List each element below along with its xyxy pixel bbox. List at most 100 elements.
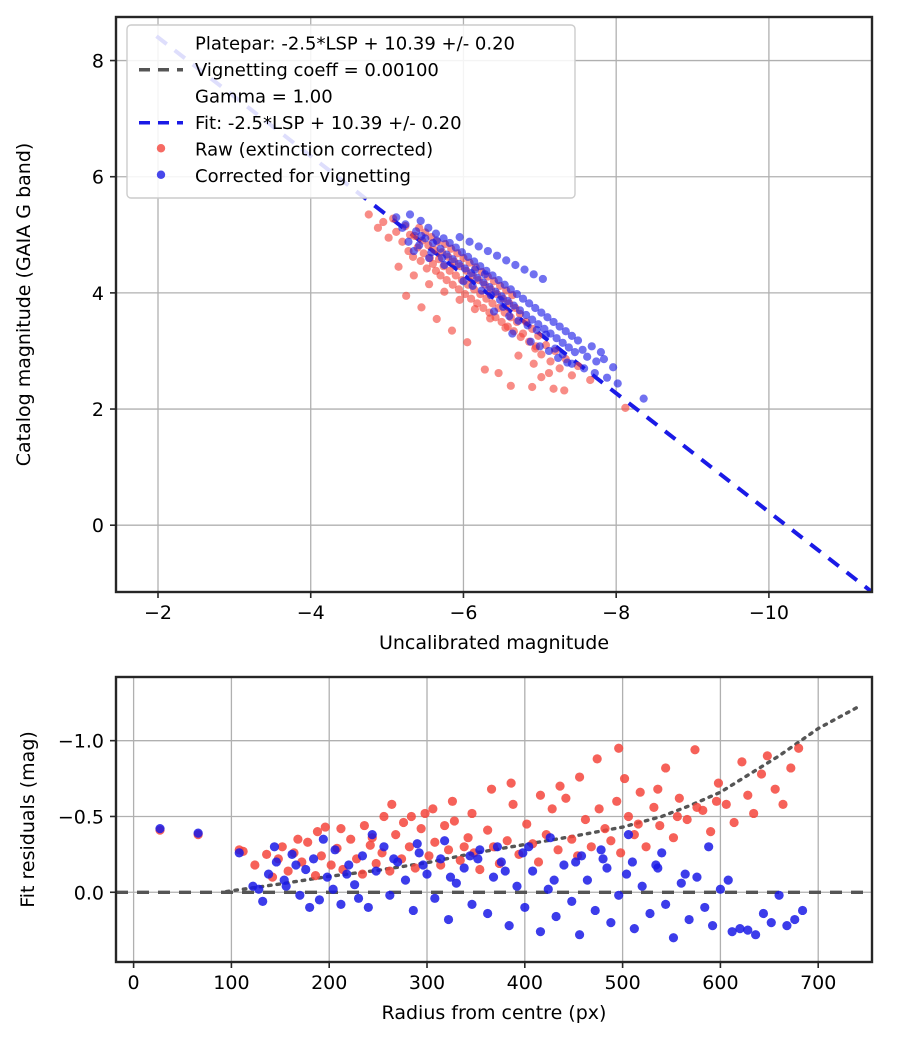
scatter-point: [440, 836, 450, 846]
scatter-point: [544, 368, 554, 378]
scatter-point: [526, 337, 535, 346]
scatter-point: [448, 280, 457, 289]
scatter-point: [518, 294, 528, 303]
scatter-point: [564, 343, 573, 352]
scatter-point: [460, 264, 470, 273]
legend: Platepar: -2.5*LSP + 10.39 +/- 0.20 Vigne…: [126, 24, 576, 199]
scatter-point: [555, 781, 565, 791]
scatter-point: [637, 881, 647, 891]
scatter-point: [598, 854, 608, 864]
scatter-point: [420, 808, 430, 819]
scatter-point: [704, 842, 714, 852]
x-tick-label: 0: [128, 972, 140, 994]
scatter-point: [488, 271, 497, 280]
scatter-point: [398, 223, 407, 232]
scatter-point: [486, 314, 495, 323]
x-axis-label: Radius from centre (px): [382, 1002, 607, 1024]
scatter-point: [737, 757, 747, 767]
scatter-point: [711, 796, 722, 806]
scatter-point: [496, 857, 506, 867]
scatter-point: [576, 851, 587, 861]
scatter-point: [571, 857, 581, 867]
scatter-point: [269, 842, 280, 852]
y-axis-label: Fit residuals (mag): [17, 731, 39, 908]
scatter-point: [549, 317, 558, 327]
scatter-point: [447, 326, 457, 335]
scatter-point: [528, 315, 537, 324]
scatter-point: [336, 824, 346, 834]
axes-fit-residuals-vs-radius: 0 100 200 300 400 500 600 700 0.0 −0.5 −1.0 Radius …: [17, 675, 874, 1024]
scatter-point: [465, 237, 474, 246]
x-tick-label: 700: [800, 972, 836, 994]
scatter-point: [774, 890, 784, 900]
scatter-point: [555, 322, 564, 331]
scatter-point: [635, 787, 645, 797]
scatter-point: [486, 291, 496, 300]
axes-background: [116, 677, 872, 962]
scatter-point: [645, 908, 655, 919]
scatter-point: [676, 878, 686, 888]
scatter-point: [445, 266, 454, 275]
scatter-point: [567, 834, 577, 844]
x-tick-label: 100: [213, 972, 249, 994]
scatter-point: [525, 299, 534, 308]
scatter-point: [391, 830, 401, 840]
scatter-point: [465, 851, 475, 861]
scatter-point: [762, 751, 772, 761]
scatter-point: [467, 808, 477, 819]
scatter-point: [590, 905, 600, 916]
scatter-point: [301, 864, 311, 875]
scatter-point: [506, 778, 516, 788]
scatter-point: [497, 317, 506, 327]
axes-spines: [114, 675, 874, 964]
scatter-point: [445, 872, 456, 882]
scatter-point: [460, 289, 470, 299]
scatter-point: [501, 323, 510, 332]
x-tick-label: −2: [144, 602, 172, 624]
scatter-point: [330, 845, 340, 855]
scatter-point: [504, 921, 514, 931]
scatter-point: [514, 316, 523, 325]
legend-entry-label: Corrected for vignetting: [195, 166, 411, 187]
scatter-point: [653, 784, 663, 794]
y-tick-label: 0: [92, 515, 104, 537]
scatter-point: [599, 355, 609, 364]
scatter-point: [657, 848, 667, 858]
scatter-point: [455, 295, 464, 304]
scatter-point: [563, 358, 572, 367]
scatter-point: [567, 371, 576, 380]
scatter-point: [427, 248, 436, 257]
scatter-point: [448, 255, 457, 264]
scatter-point: [590, 368, 599, 378]
scatter-point: [509, 301, 518, 310]
scatter-point: [751, 930, 761, 940]
scatter-series: [155, 824, 808, 943]
scatter-point: [616, 848, 626, 858]
scatter-point: [263, 869, 274, 879]
scatter-point: [545, 833, 555, 843]
scatter-point: [602, 373, 612, 382]
scatter-point: [512, 881, 522, 891]
y-tick-label: 2: [92, 399, 104, 421]
scatter-point: [379, 842, 389, 852]
scatter-point: [619, 773, 630, 784]
scatter-point: [428, 804, 438, 814]
scatter-point: [416, 256, 425, 266]
scatter-point: [365, 840, 375, 850]
scatter-point: [532, 325, 541, 335]
scatter-point: [778, 799, 788, 809]
scatter-point: [432, 314, 441, 324]
scatter-point: [574, 772, 585, 782]
scatter-point: [535, 790, 546, 800]
scatter-point: [451, 243, 460, 252]
scatter-point: [749, 808, 759, 819]
scatter-point: [480, 270, 489, 279]
scatter-point: [674, 793, 684, 803]
scatter-point: [417, 303, 426, 312]
scatter-point: [554, 353, 563, 363]
scatter-point: [454, 285, 463, 294]
scatter-point: [437, 253, 447, 263]
scatter-point: [661, 763, 671, 773]
scatter-point: [528, 866, 538, 876]
